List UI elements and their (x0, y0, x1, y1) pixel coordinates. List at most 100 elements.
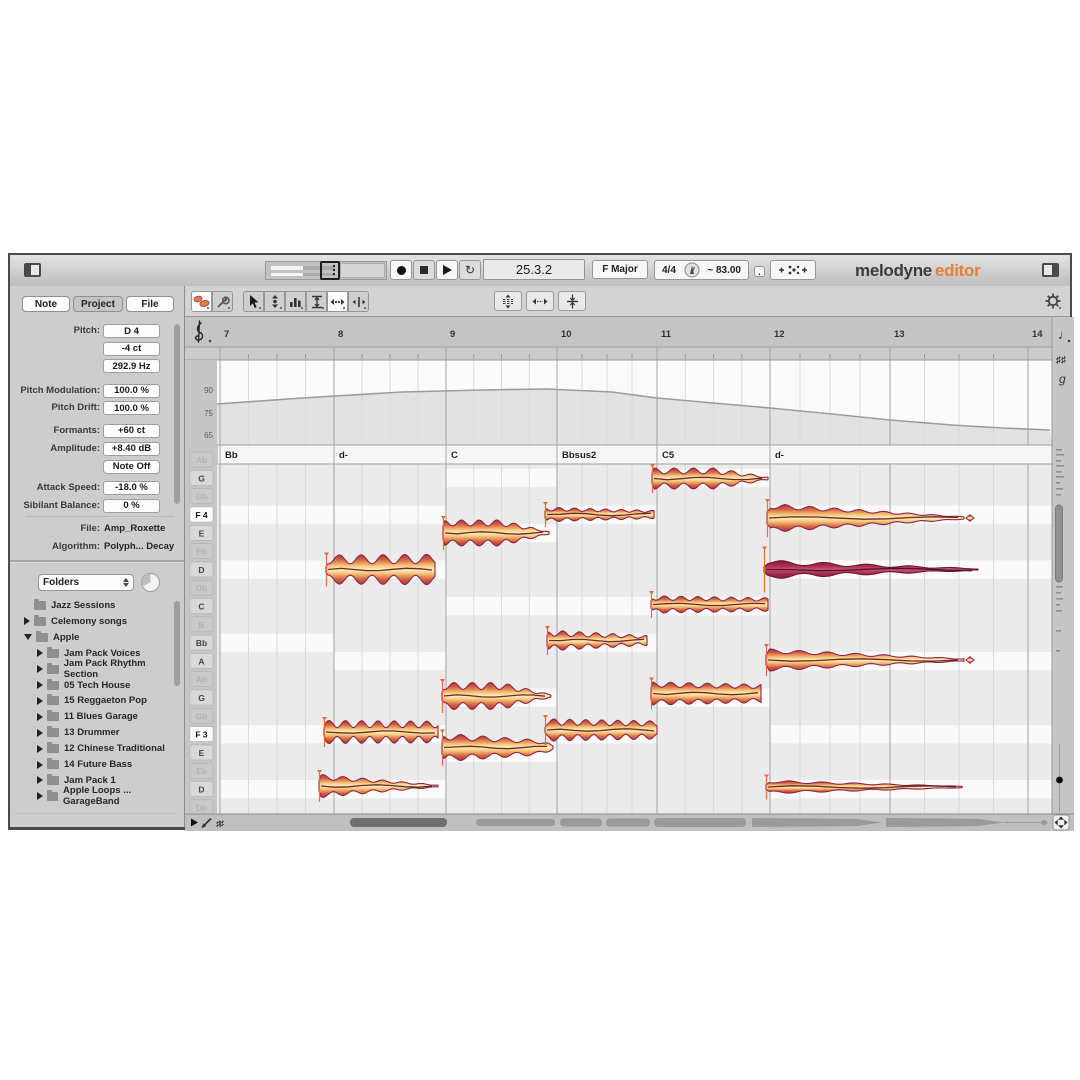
tempo-curve[interactable] (216, 388, 1051, 431)
note-view-tool[interactable] (191, 291, 212, 312)
folders-dropdown[interactable]: Folders (38, 574, 134, 591)
pitch-ruler-cell[interactable] (189, 762, 214, 779)
pitch-ruler-cell[interactable] (189, 707, 214, 724)
autostretch-button[interactable] (770, 260, 816, 280)
browser-item[interactable]: Jam Pack Voices (37, 646, 140, 661)
note-blob-G4[interactable] (651, 467, 769, 490)
pie-progress-icon[interactable] (140, 572, 161, 593)
pitch-hz-field[interactable]: 292.9 Hz (103, 359, 160, 373)
settings-button[interactable] (1045, 293, 1063, 311)
overview-play-icon[interactable] (191, 818, 198, 827)
key-button[interactable]: F Major (592, 260, 648, 279)
timing-tool[interactable] (327, 291, 348, 312)
pitch-ruler-cell[interactable] (189, 634, 214, 651)
quantize-time-macro[interactable] (526, 291, 554, 311)
browser-item[interactable]: Celemony songs (24, 614, 127, 629)
disclosure-triangle-icon[interactable] (37, 728, 43, 737)
disclosure-triangle-icon[interactable] (37, 792, 43, 801)
main-tool[interactable] (243, 291, 264, 312)
note-blob-D3[interactable] (318, 774, 439, 798)
cycle-button[interactable]: ↻ (459, 260, 481, 280)
chord-label[interactable]: Bb (225, 450, 238, 461)
browser-item[interactable]: 11 Blues Garage (37, 709, 138, 724)
chord-label[interactable]: d- (339, 450, 348, 461)
note-off-button[interactable]: Note Off (103, 459, 160, 474)
pitch-ruler-cell[interactable] (189, 744, 214, 761)
disclosure-triangle-icon[interactable] (37, 712, 43, 721)
position-display[interactable]: 25.3.2 (483, 259, 585, 280)
scrub-control[interactable] (265, 261, 387, 280)
pitch-ruler-cell[interactable] (189, 488, 214, 504)
pitch-ruler-cell[interactable] (189, 781, 214, 797)
note-blob-D4[interactable] (325, 553, 436, 586)
sibilant-field[interactable]: 0 % (103, 498, 160, 513)
disclosure-triangle-icon[interactable] (37, 760, 43, 769)
disclosure-triangle-icon[interactable] (37, 744, 43, 753)
note-blob-G3[interactable] (650, 681, 762, 706)
scrub-handle[interactable] (320, 261, 340, 280)
sharps-icon[interactable]: ♯♯ (1056, 355, 1066, 366)
leveling-macro[interactable] (558, 291, 586, 311)
chord-label[interactable]: Bbsus2 (562, 450, 596, 461)
browser-item[interactable]: 12 Chinese Traditional (37, 741, 165, 756)
note-blob-F3[interactable] (323, 720, 439, 744)
disclosure-triangle-icon[interactable] (24, 634, 32, 641)
correct-pitch-macro[interactable] (494, 291, 522, 311)
pitch-ruler-cell[interactable] (189, 470, 214, 486)
disclosure-triangle-icon[interactable] (37, 649, 43, 658)
panel-right-icon[interactable] (1042, 263, 1059, 277)
disclosure-triangle-icon[interactable] (37, 696, 43, 705)
amplitude-field[interactable]: +8.40 dB (103, 441, 160, 456)
formants-field[interactable]: +60 ct (103, 423, 160, 438)
pitch-note-field[interactable]: D 4 (103, 324, 160, 338)
pitch-ruler-cell[interactable] (189, 671, 214, 688)
chord-label[interactable]: d- (775, 450, 784, 461)
note-blob-G3[interactable] (441, 681, 552, 711)
disclosure-triangle-icon[interactable] (37, 681, 43, 689)
time-ruler[interactable] (185, 317, 1074, 347)
browser-item[interactable]: 14 Future Bass (37, 757, 132, 772)
tab-project[interactable]: Project (73, 296, 123, 312)
pitch-ruler-cell[interactable] (189, 653, 214, 669)
note-blob-C4[interactable] (650, 595, 769, 614)
browser-item[interactable]: Apple Loops ... GarageBand (37, 785, 180, 807)
assignment-tool[interactable] (212, 291, 233, 312)
note-grid-button[interactable]: ♩ (1058, 327, 1071, 343)
browser-scrollbar[interactable] (174, 601, 180, 686)
note-blob-A3[interactable] (765, 648, 965, 672)
tab-file[interactable]: File (126, 296, 174, 312)
disclosure-triangle-icon[interactable] (24, 617, 30, 626)
note-end-diamond[interactable] (965, 656, 975, 664)
play-button[interactable] (436, 260, 458, 280)
note-editor-area[interactable]: 7891011121314907565Bbd-CBbsus2C5d-907565… (185, 317, 1074, 831)
pitch-drift-field[interactable]: 100.0 % (103, 401, 160, 415)
pitch-ruler-cell[interactable] (189, 451, 214, 468)
attack-speed-field[interactable]: -18.0 % (103, 480, 160, 495)
tab-note[interactable]: Note (22, 296, 70, 312)
pitch-cents-field[interactable]: -4 ct (103, 341, 160, 356)
panel-left-icon[interactable] (24, 263, 41, 277)
clef-button[interactable] (195, 320, 212, 343)
pitch-ruler-cell[interactable] (189, 689, 214, 706)
pitch-modulation-field[interactable]: 100.0 % (103, 383, 160, 398)
disclosure-triangle-icon[interactable] (37, 665, 43, 674)
tempo-dot-button[interactable]: . (754, 266, 765, 277)
chord-label[interactable]: C (451, 450, 458, 461)
note-separation-tool[interactable] (348, 291, 369, 312)
note-blob-F4[interactable] (766, 504, 965, 532)
zoom-slider-knob[interactable] (1056, 776, 1063, 784)
pitch-tool[interactable] (264, 291, 285, 312)
pitch-ruler-cell[interactable] (189, 525, 214, 541)
browser-item[interactable]: Apple (24, 630, 79, 645)
vertical-scrollbar-thumb[interactable] (1055, 504, 1063, 583)
stop-button[interactable] (413, 260, 435, 280)
note-blob-E3[interactable] (441, 734, 554, 761)
auto-scroll-icon[interactable] (1052, 814, 1070, 831)
record-button[interactable] (390, 260, 412, 280)
browser-item[interactable]: Jam Pack Rhythm Section (37, 658, 180, 680)
browser-item[interactable]: 15 Reggaeton Pop (37, 693, 147, 708)
browser-item[interactable]: 05 Tech House (37, 678, 130, 693)
inspector-scrollbar[interactable] (174, 324, 180, 504)
pitch-ruler-cell[interactable] (189, 726, 214, 742)
chord-label[interactable]: C5 (662, 450, 675, 461)
